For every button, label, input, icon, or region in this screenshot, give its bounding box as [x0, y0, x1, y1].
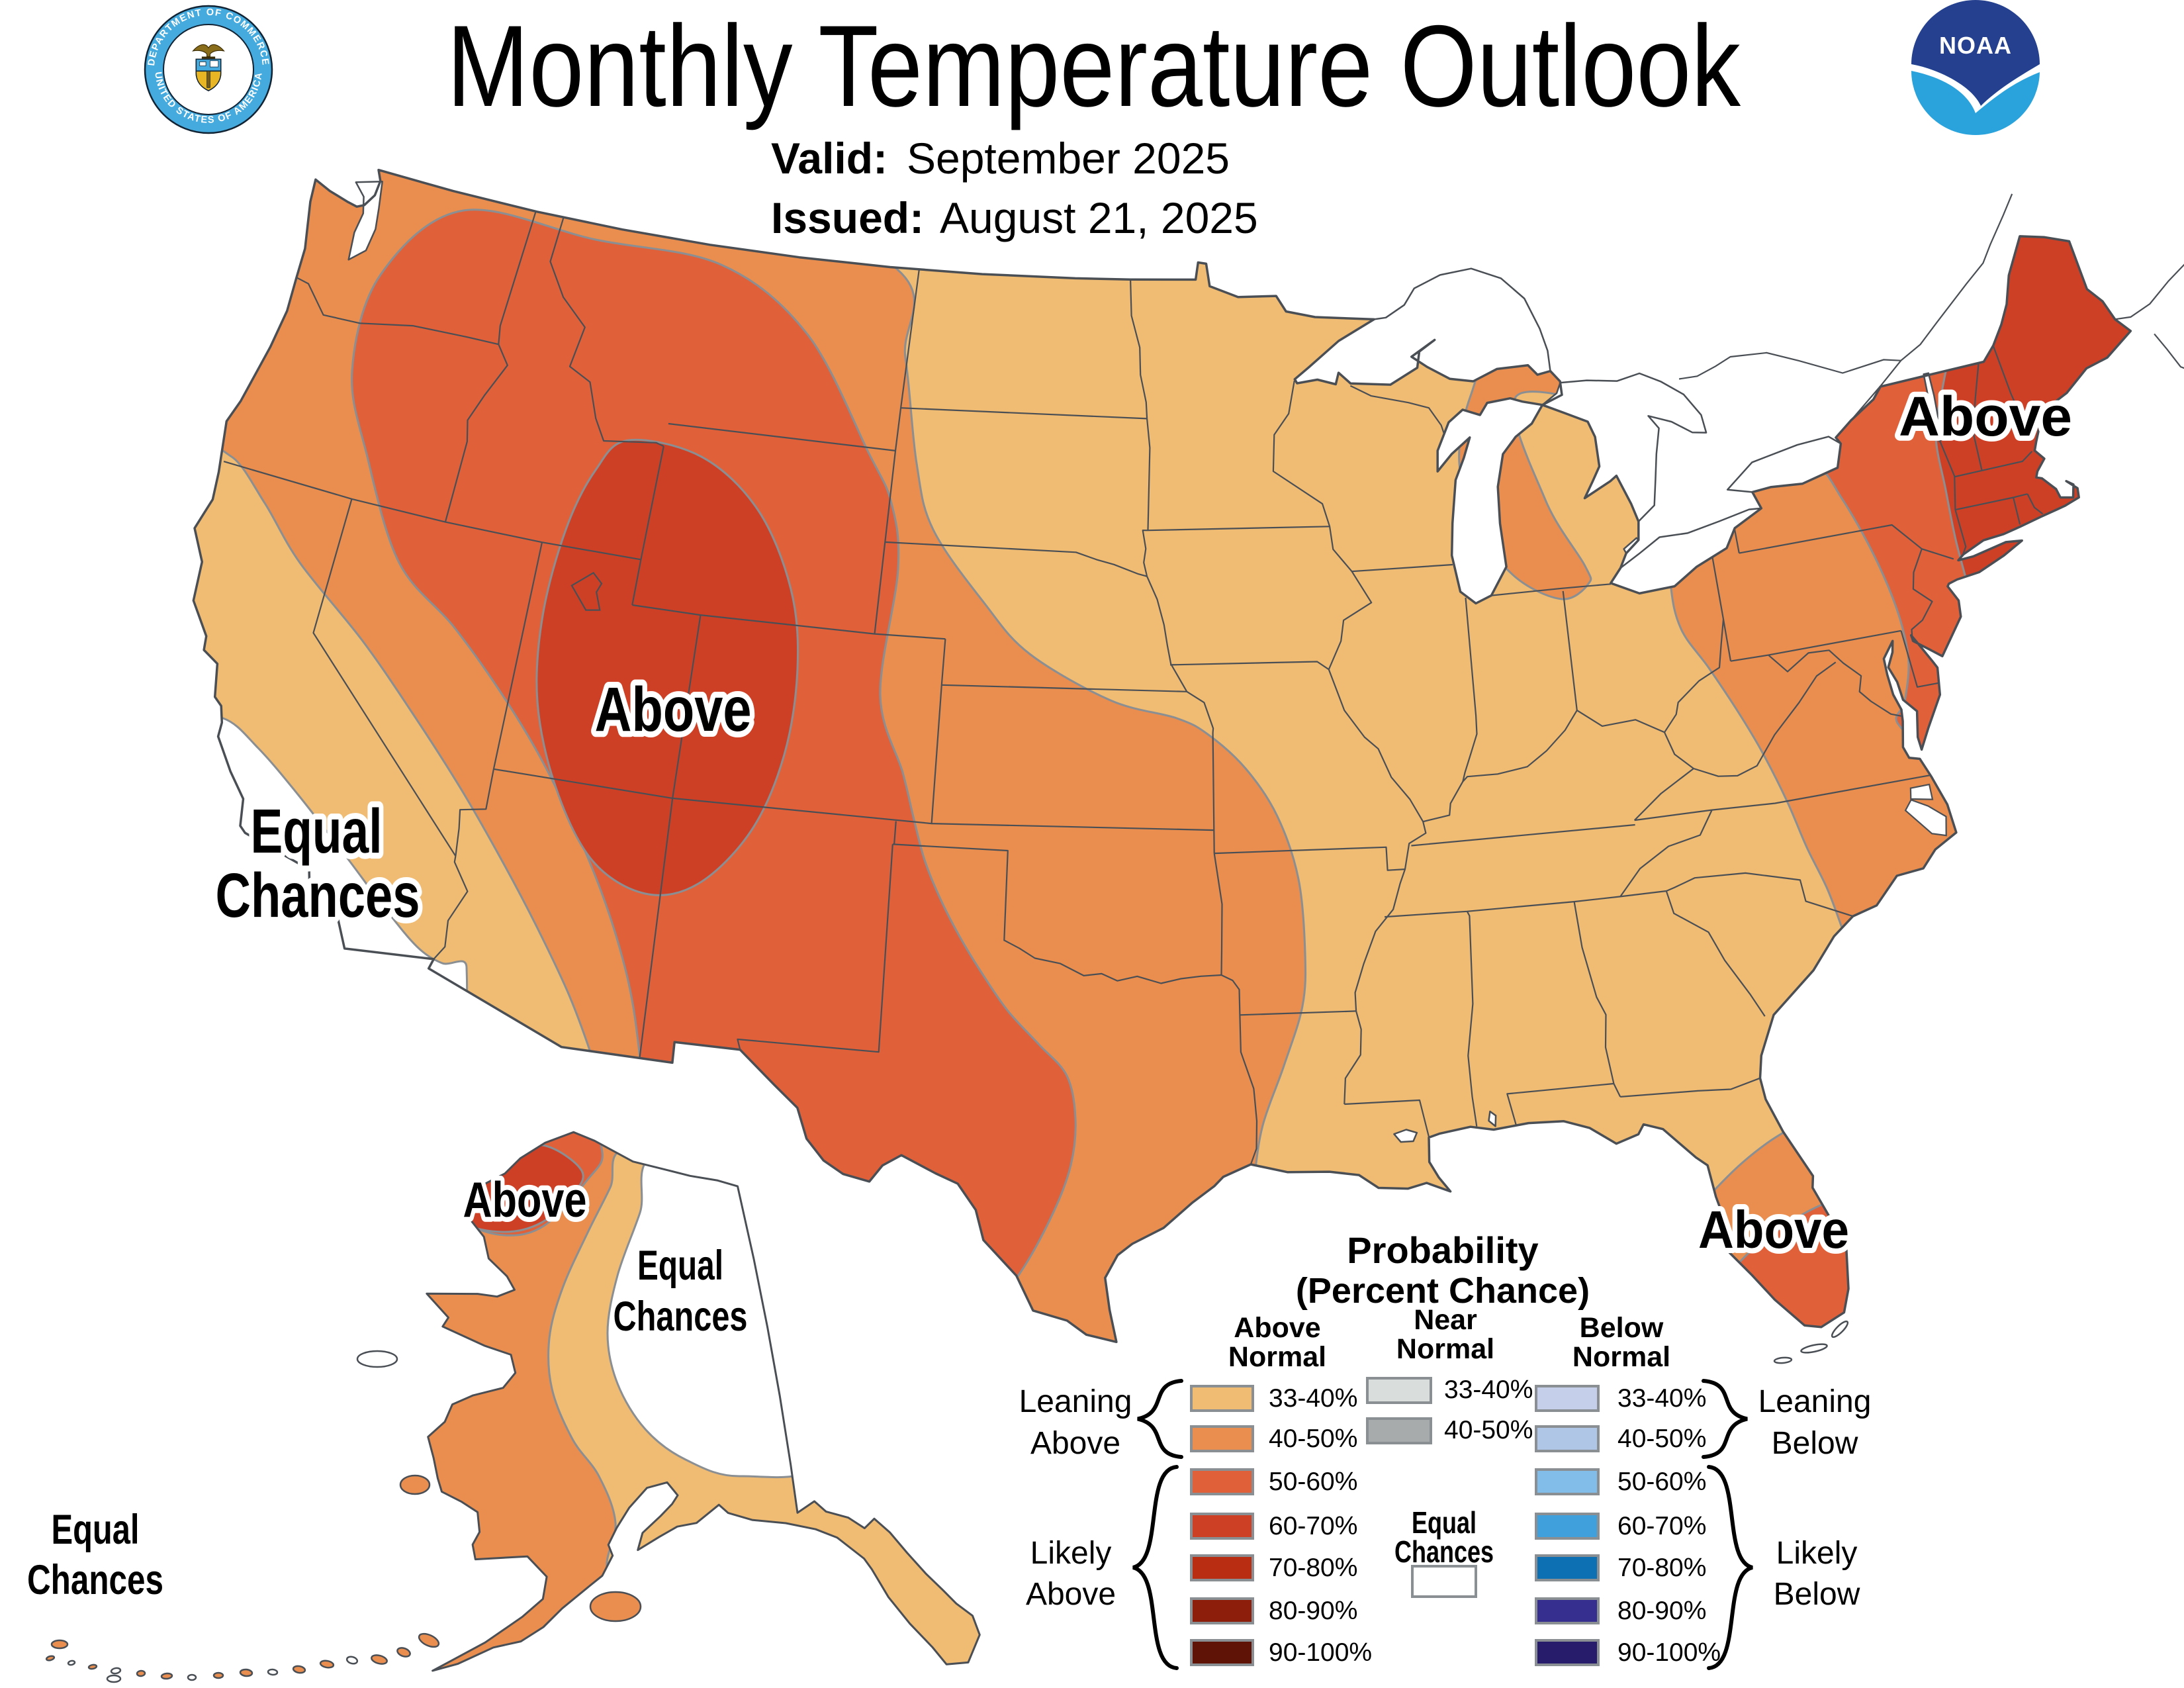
svg-text:Chances: Chances: [27, 1557, 163, 1603]
svg-text:Above: Above: [1234, 1312, 1320, 1344]
svg-text:Normal: Normal: [1396, 1333, 1494, 1365]
svg-text:90-100%: 90-100%: [1269, 1638, 1372, 1667]
svg-text:Monthly Temperature Outlook: Monthly Temperature Outlook: [447, 2, 1741, 131]
svg-text:33-40%: 33-40%: [1617, 1384, 1706, 1413]
svg-text:Normal: Normal: [1572, 1341, 1670, 1373]
svg-text:Valid:: Valid:: [771, 134, 887, 183]
svg-text:Above: Above: [595, 675, 752, 745]
svg-text:Likely: Likely: [1030, 1536, 1112, 1571]
svg-text:40-50%: 40-50%: [1269, 1425, 1357, 1453]
svg-text:Above: Above: [1899, 385, 2072, 447]
svg-text:50-60%: 50-60%: [1617, 1468, 1706, 1496]
svg-text:Equal: Equal: [1412, 1505, 1477, 1540]
svg-text:Above: Above: [463, 1172, 587, 1227]
svg-text:70-80%: 70-80%: [1269, 1554, 1357, 1582]
svg-text:Equal: Equal: [637, 1243, 723, 1289]
svg-text:Probability: Probability: [1347, 1229, 1538, 1271]
svg-text:Chances: Chances: [1394, 1534, 1494, 1569]
svg-text:70-80%: 70-80%: [1617, 1554, 1706, 1582]
svg-text:33-40%: 33-40%: [1444, 1376, 1533, 1404]
svg-text:Leaning: Leaning: [1758, 1384, 1872, 1419]
svg-text:Above: Above: [1030, 1426, 1120, 1461]
svg-text:Chances: Chances: [216, 861, 420, 931]
svg-text:NOAA: NOAA: [1939, 32, 2012, 59]
svg-text:60-70%: 60-70%: [1617, 1512, 1706, 1540]
svg-text:Leaning: Leaning: [1019, 1384, 1132, 1419]
svg-text:80-90%: 80-90%: [1269, 1597, 1357, 1625]
svg-text:Above: Above: [1698, 1200, 1849, 1259]
svg-text:Equal: Equal: [251, 796, 383, 867]
svg-text:80-90%: 80-90%: [1617, 1597, 1706, 1625]
svg-text:Below: Below: [1772, 1426, 1858, 1461]
svg-text:Normal: Normal: [1228, 1341, 1326, 1373]
svg-text:Issued:: Issued:: [771, 193, 924, 242]
svg-text:Near: Near: [1414, 1304, 1477, 1336]
svg-text:90-100%: 90-100%: [1617, 1638, 1721, 1667]
svg-text:40-50%: 40-50%: [1444, 1416, 1533, 1444]
svg-text:Likely: Likely: [1776, 1536, 1858, 1571]
svg-text:33-40%: 33-40%: [1269, 1384, 1357, 1413]
svg-text:September 2025: September 2025: [907, 134, 1230, 183]
svg-text:Equal: Equal: [52, 1507, 140, 1553]
svg-text:Below: Below: [1580, 1312, 1664, 1344]
svg-text:August 21, 2025: August 21, 2025: [940, 193, 1258, 242]
svg-text:Above: Above: [1026, 1577, 1116, 1612]
svg-text:Below: Below: [1774, 1577, 1860, 1612]
svg-text:40-50%: 40-50%: [1617, 1425, 1706, 1453]
svg-text:60-70%: 60-70%: [1269, 1512, 1357, 1540]
svg-text:50-60%: 50-60%: [1269, 1468, 1357, 1496]
svg-text:(Percent Chance): (Percent Chance): [1296, 1271, 1590, 1311]
svg-text:Chances: Chances: [614, 1293, 748, 1340]
